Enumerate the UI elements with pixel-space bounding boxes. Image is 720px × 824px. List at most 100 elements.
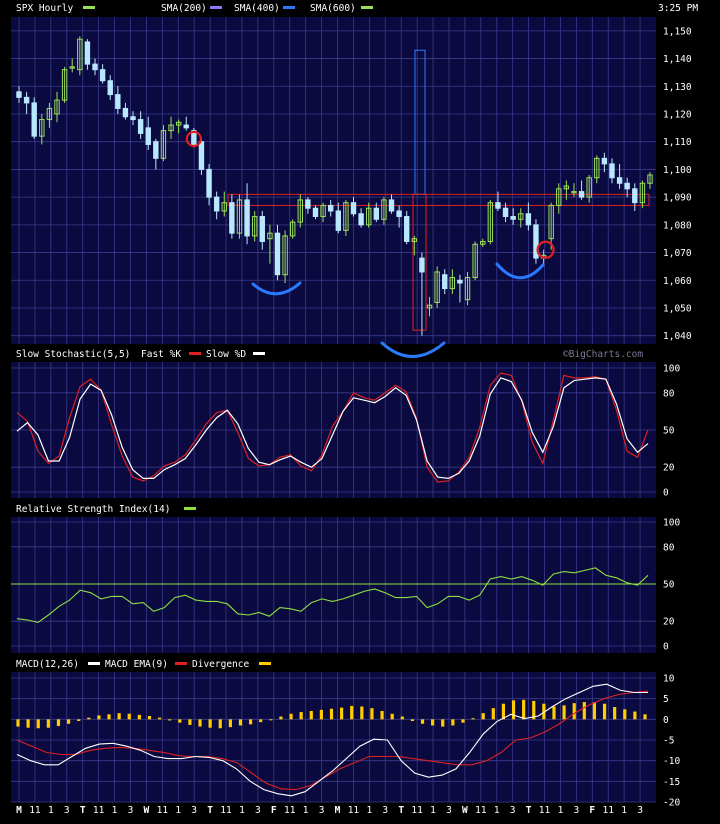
stoch-fast-label: Fast %K xyxy=(141,349,181,360)
macd-title: MACD(12,26) xyxy=(16,659,79,670)
macd-divergence-bars xyxy=(16,699,647,729)
divergence-bar xyxy=(127,713,131,720)
candle-body xyxy=(191,130,197,145)
x-tick-label: 3 xyxy=(637,805,643,816)
x-tick-label: 11 xyxy=(602,805,614,816)
candle-body xyxy=(442,274,448,290)
time-label: 3:25 PM xyxy=(658,3,698,14)
stoch-slow-label: Slow %D xyxy=(206,349,246,360)
divergence-bar xyxy=(26,719,30,728)
x-tick-label: 11 xyxy=(29,805,41,816)
divergence-bar xyxy=(380,710,384,720)
stoch-slow-swatch xyxy=(253,352,265,355)
x-tick-label: 3 xyxy=(382,805,388,816)
divergence-bar xyxy=(623,709,627,720)
candle-body xyxy=(457,279,463,284)
candle-body xyxy=(548,204,554,240)
candle-body xyxy=(107,80,113,96)
x-tick-label: 11 xyxy=(475,805,487,816)
divergence-bar xyxy=(198,719,202,727)
price-annotations-back xyxy=(227,49,650,331)
macd-ema-line xyxy=(16,690,649,791)
breakdown-box xyxy=(412,193,427,331)
x-tick-label: T xyxy=(526,805,532,816)
candle-body xyxy=(320,204,326,218)
candle-body xyxy=(282,235,288,276)
candle-body xyxy=(358,213,364,226)
candle-body xyxy=(571,191,577,194)
candle-body xyxy=(449,276,456,290)
candle-body xyxy=(153,141,159,159)
candle-body xyxy=(99,69,106,82)
divergence-bar xyxy=(238,719,243,726)
candle-body xyxy=(39,119,45,137)
candle-body xyxy=(168,124,174,132)
divergence-bar xyxy=(441,719,445,727)
watermark: ©BigCharts.com xyxy=(563,349,643,360)
y-tick-label: 1,040 xyxy=(663,331,692,342)
candle-body xyxy=(198,141,205,170)
candle-body xyxy=(54,99,60,115)
x-tick-label: 1 xyxy=(112,805,118,816)
divergence-bar xyxy=(77,719,81,722)
candle-body xyxy=(312,207,319,218)
resistance-band xyxy=(227,193,650,206)
y-tick-label: 1,120 xyxy=(663,109,692,120)
divergence-bar xyxy=(289,713,293,720)
candle-body xyxy=(624,182,630,190)
divergence-bar xyxy=(542,703,546,720)
rsi-swatch xyxy=(184,507,196,510)
macd-swatch xyxy=(88,662,100,665)
y-tick-label: 0 xyxy=(663,715,669,726)
macd-ema-swatch xyxy=(175,662,187,665)
y-tick-label: 1,110 xyxy=(663,137,692,148)
candle-body xyxy=(647,174,653,184)
candle-body xyxy=(601,157,608,165)
x-tick-label: 11 xyxy=(220,805,232,816)
slow-d-line xyxy=(16,377,649,480)
y-tick-label: 1,130 xyxy=(663,82,692,93)
y-tick-label: 1,150 xyxy=(663,26,692,37)
divergence-bar xyxy=(269,719,273,721)
candle-body xyxy=(229,202,235,234)
candle-body xyxy=(396,210,402,218)
candle-body xyxy=(388,199,395,212)
divergence-bar xyxy=(168,719,172,721)
candle-body xyxy=(556,188,562,206)
sma400-swatch xyxy=(283,6,295,9)
x-tick-label: 3 xyxy=(191,805,197,816)
y-tick-label: 1,140 xyxy=(663,54,692,65)
rsi-y-ticks: 0 20 50 80 100 xyxy=(663,518,680,653)
x-tick-label: W xyxy=(462,805,468,816)
divergence-bar xyxy=(137,714,141,720)
candle-body xyxy=(495,202,501,209)
fast-k-line xyxy=(16,372,649,483)
rsi-title: Relative Strength Index(14) xyxy=(16,504,170,515)
sma600-swatch xyxy=(361,6,373,9)
candle-body xyxy=(381,199,387,220)
candle-body xyxy=(244,199,250,237)
y-tick-label: 1,100 xyxy=(663,165,692,176)
divergence-bar xyxy=(532,700,536,720)
divergence-label: Divergence xyxy=(192,659,249,670)
rsi-grid xyxy=(11,517,656,653)
x-tick-label: 11 xyxy=(284,805,296,816)
divergence-bar xyxy=(350,705,354,720)
candle-body xyxy=(563,185,570,190)
candle-body xyxy=(236,199,243,234)
candle-body xyxy=(480,240,486,245)
x-tick-label: M xyxy=(16,805,22,816)
x-tick-label: 3 xyxy=(446,805,452,816)
divergence-bar xyxy=(157,717,162,720)
y-tick-label: 20 xyxy=(663,463,675,474)
y-tick-label: 100 xyxy=(663,518,680,529)
candle-body xyxy=(419,257,425,273)
divergence-bar xyxy=(319,709,323,720)
divergence-bar xyxy=(208,719,212,728)
macd-ema-label: MACD EMA(9) xyxy=(105,659,168,670)
divergence-bar xyxy=(582,702,586,720)
y-tick-label: -15 xyxy=(663,777,680,788)
divergence-bar xyxy=(117,713,121,720)
candle-body xyxy=(586,177,592,198)
